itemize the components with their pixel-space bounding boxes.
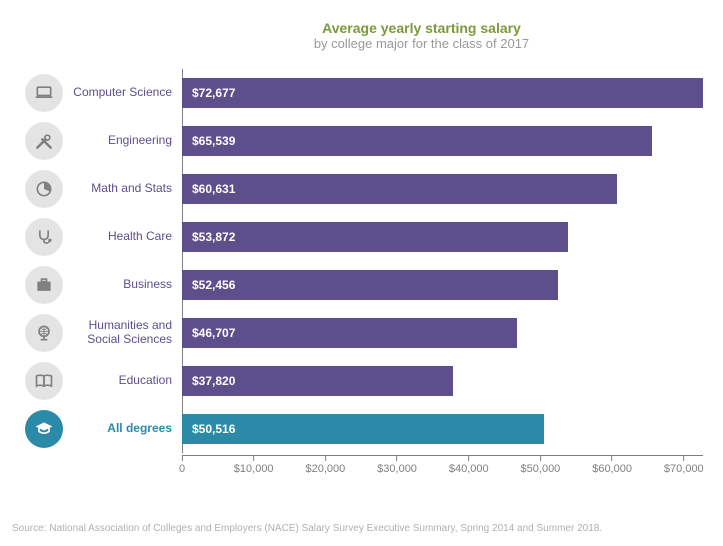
bar: $46,707 (182, 318, 517, 348)
steth-icon (20, 218, 68, 256)
row-label: Business (68, 278, 182, 292)
x-tick: $20,000 (305, 455, 345, 475)
x-tick: $30,000 (377, 455, 417, 475)
salary-chart: Average yearly starting salary by colleg… (0, 0, 723, 489)
row-label: All degrees (68, 422, 182, 436)
bar-track: $37,820 (182, 357, 703, 405)
x-tick: 0 (179, 455, 185, 475)
chart-rows: Computer Science $72,677 Engineering $65,53… (20, 69, 703, 453)
chart-row-health: Health Care $53,872 (20, 213, 703, 261)
x-tick: $10,000 (234, 455, 274, 475)
row-label: Math and Stats (68, 182, 182, 196)
piechart-icon (20, 170, 68, 208)
bar: $65,539 (182, 126, 652, 156)
briefcase-icon (20, 266, 68, 304)
tick-label: $70,000 (664, 463, 704, 475)
chart-row-eng: Engineering $65,539 (20, 117, 703, 165)
bar-value-label: $72,677 (192, 86, 235, 100)
bar-value-label: $52,456 (192, 278, 235, 292)
x-tick: $50,000 (521, 455, 561, 475)
tick-label: $50,000 (521, 463, 561, 475)
x-tick: $60,000 (592, 455, 632, 475)
row-label: Humanities and Social Sciences (68, 319, 182, 347)
bar: $60,631 (182, 174, 617, 204)
x-tick: $70,000 (664, 455, 704, 475)
tick-label: $10,000 (234, 463, 274, 475)
bar-track: $52,456 (182, 261, 703, 309)
tick-label: $20,000 (305, 463, 345, 475)
globe-icon (20, 314, 68, 352)
x-axis: 0 $10,000 $20,000 $30,000 $40,000 $50,000 $60,… (20, 455, 703, 479)
row-label: Engineering (68, 134, 182, 148)
bar-value-label: $50,516 (192, 422, 235, 436)
chart-title-block: Average yearly starting salary by colleg… (140, 20, 703, 51)
bar: $72,677 (182, 78, 703, 108)
tools-icon (20, 122, 68, 160)
x-axis-track: 0 $10,000 $20,000 $30,000 $40,000 $50,000 $60,… (182, 455, 703, 479)
bar-value-label: $53,872 (192, 230, 235, 244)
chart-row-edu: Education $37,820 (20, 357, 703, 405)
bar-value-label: $37,820 (192, 374, 235, 388)
bar: $53,872 (182, 222, 568, 252)
bar-track: $72,677 (182, 69, 703, 117)
x-tick: $40,000 (449, 455, 489, 475)
bar-track: $50,516 (182, 405, 703, 453)
bar: $37,820 (182, 366, 453, 396)
bar-track: $46,707 (182, 309, 703, 357)
source-text: Source: National Association of Colleges… (12, 523, 602, 534)
book-icon (20, 362, 68, 400)
gradcap-icon (20, 410, 68, 448)
chart-row-hum: Humanities and Social Sciences $46,707 (20, 309, 703, 357)
tick-label: $30,000 (377, 463, 417, 475)
row-label: Computer Science (68, 86, 182, 100)
bar-value-label: $65,539 (192, 134, 235, 148)
chart-row-cs: Computer Science $72,677 (20, 69, 703, 117)
bar-track: $65,539 (182, 117, 703, 165)
tick-label: $60,000 (592, 463, 632, 475)
row-label: Health Care (68, 230, 182, 244)
bar: $52,456 (182, 270, 558, 300)
row-label: Education (68, 374, 182, 388)
chart-title: Average yearly starting salary (140, 20, 703, 36)
tick-label: $40,000 (449, 463, 489, 475)
chart-row-all: All degrees $50,516 (20, 405, 703, 453)
bar-track: $60,631 (182, 165, 703, 213)
chart-row-biz: Business $52,456 (20, 261, 703, 309)
bar-value-label: $60,631 (192, 182, 235, 196)
x-axis-line (182, 455, 703, 456)
laptop-icon (20, 74, 68, 112)
tick-label: 0 (179, 463, 185, 475)
bar-track: $53,872 (182, 213, 703, 261)
bar: $50,516 (182, 414, 544, 444)
chart-row-math: Math and Stats $60,631 (20, 165, 703, 213)
bar-value-label: $46,707 (192, 326, 235, 340)
chart-subtitle: by college major for the class of 2017 (140, 36, 703, 51)
